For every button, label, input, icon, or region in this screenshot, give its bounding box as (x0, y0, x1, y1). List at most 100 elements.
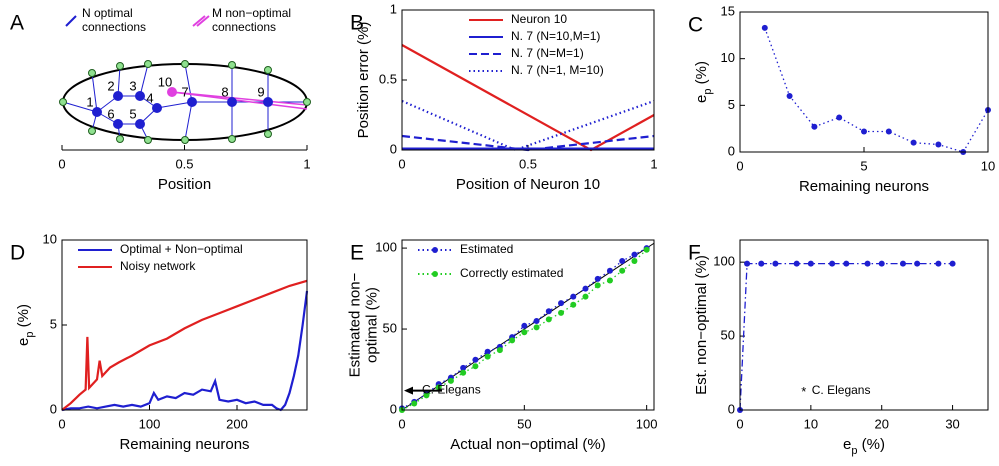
neuron-label: 7 (181, 84, 188, 99)
neuron (263, 97, 273, 107)
anchor-node (59, 98, 67, 106)
plot-frame (401, 9, 655, 151)
data-point (521, 322, 528, 329)
neuron-label: 8 (221, 84, 228, 99)
data-point (878, 260, 885, 267)
data-point (558, 300, 565, 307)
connection (62, 101, 98, 113)
data-point (836, 114, 843, 121)
data-point (744, 260, 751, 267)
data-point (899, 260, 906, 267)
plot-frame (401, 239, 655, 411)
y-tick-label: 0 (390, 141, 397, 156)
x-tick-label: 0 (398, 416, 405, 431)
annotation-star: * (801, 384, 806, 399)
legend-label: N. 7 (N=1, M=10) (511, 63, 604, 77)
y-tick-label: 0.5 (379, 71, 397, 86)
neuron (187, 97, 197, 107)
neuron (135, 91, 145, 101)
data-point (786, 93, 793, 99)
data-point (772, 260, 779, 267)
data-point (861, 128, 867, 135)
data-point (533, 317, 540, 324)
data-point (570, 293, 577, 300)
y-axis-label-part: (%) (693, 61, 710, 89)
data-point (864, 260, 871, 267)
y-tick-label: 0 (390, 401, 397, 416)
connection (184, 63, 193, 103)
data-point (545, 316, 552, 323)
y-tick-label: 0 (728, 143, 735, 158)
series-line (401, 99, 655, 152)
data-point (758, 260, 765, 267)
y-axis-label-part: p (702, 89, 714, 95)
x-tick-label: 10 (804, 416, 818, 431)
neuron (92, 107, 102, 117)
neuron (152, 103, 162, 113)
legend-label: Neuron 10 (511, 12, 567, 26)
y-axis-label: Position error (%) (355, 22, 372, 139)
x-tick-label: 0 (736, 158, 743, 173)
legend-swatch (192, 15, 206, 27)
anchor-node (88, 69, 96, 77)
data-point (484, 348, 491, 355)
y-tick-label: 10 (43, 231, 57, 246)
x-tick-label: 0 (736, 416, 743, 431)
y-tick-label: 5 (50, 316, 57, 331)
x-tick-label: 0 (58, 416, 65, 431)
y-axis-label-part: p (24, 332, 36, 338)
y-axis-label: optimal (%) (363, 287, 380, 363)
neuron (227, 97, 237, 107)
x-tick-label: 1 (650, 156, 657, 171)
x-tick-label: 5 (860, 158, 867, 173)
x-axis-label: ep (%) (843, 436, 885, 457)
y-axis-label: Est. non−optimal (%) (693, 255, 710, 395)
data-point (594, 282, 601, 289)
anchor-node (303, 98, 311, 106)
x-axis-label: Position (158, 176, 211, 193)
y-tick-label: 100 (375, 240, 397, 255)
data-point (435, 384, 442, 391)
legend-label: Estimated (460, 242, 513, 256)
data-point (619, 267, 626, 274)
y-tick-label: 15 (721, 3, 735, 18)
y-tick-label: 50 (383, 320, 397, 335)
y-axis-label-part: (%) (15, 304, 32, 332)
data-point (631, 251, 638, 258)
anchor-node (144, 136, 152, 144)
non-optimal-connection (171, 91, 308, 110)
x-tick-label: 0.5 (175, 156, 193, 171)
data-point (606, 277, 613, 284)
series-line (764, 27, 989, 153)
y-axis-label: Estimated non− (346, 272, 363, 377)
data-point (619, 258, 626, 265)
y-tick-label: 0 (728, 401, 735, 416)
y-tick-label: 100 (713, 254, 735, 269)
data-point (910, 139, 917, 146)
neuron (113, 119, 123, 129)
legend-label: Optimal + Non−optimal (120, 242, 243, 256)
x-tick-label: 0 (398, 156, 405, 171)
neuron (113, 91, 123, 101)
y-tick-label: 10 (721, 50, 735, 65)
y-axis-label: ep (%) (15, 304, 36, 346)
data-point (509, 337, 516, 344)
annotation-text: C. Elegans (812, 383, 871, 397)
neuron-label: 9 (257, 84, 264, 99)
data-point (793, 260, 800, 267)
data-point (472, 356, 479, 363)
x-axis-label: Position of Neuron 10 (456, 176, 600, 193)
anchor-node (228, 135, 236, 143)
neuron-label: 4 (146, 90, 153, 105)
neuron-label: 6 (107, 106, 114, 121)
x-tick-label: 50 (517, 416, 531, 431)
annotation-text: C. Elegans (422, 383, 481, 397)
data-point (582, 285, 589, 292)
annotation-arrowhead (404, 386, 413, 395)
data-point (811, 123, 818, 130)
data-point (447, 377, 454, 384)
neuron-label: 3 (129, 78, 136, 93)
x-tick-label: 30 (945, 416, 959, 431)
panel-label: E (350, 242, 364, 265)
data-point (631, 258, 638, 265)
